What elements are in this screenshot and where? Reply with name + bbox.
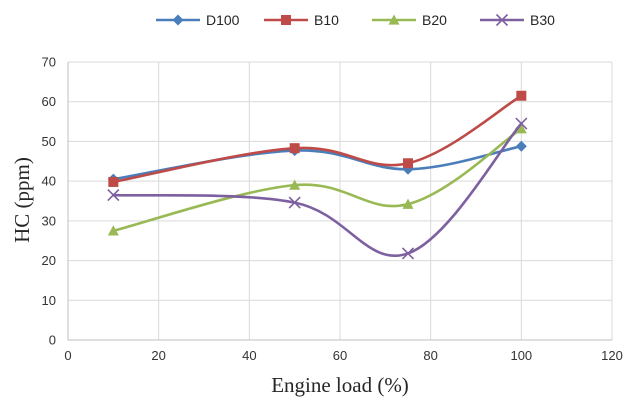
y-tick-label: 70 bbox=[42, 55, 56, 70]
x-tick-label: 60 bbox=[333, 348, 347, 363]
x-tick-label: 100 bbox=[510, 348, 532, 363]
series-line bbox=[112, 122, 523, 257]
diamond-marker bbox=[515, 140, 527, 152]
x-marker-stroke bbox=[495, 13, 509, 27]
triangle-marker bbox=[107, 225, 119, 236]
x-marker-stroke bbox=[107, 188, 120, 202]
legend-item-b30: B30 bbox=[480, 12, 555, 28]
grid bbox=[68, 61, 613, 340]
x-marker bbox=[515, 117, 528, 130]
series-line bbox=[112, 94, 523, 184]
x-axis-title: Engine load (%) bbox=[271, 373, 409, 397]
x-marker-stroke bbox=[401, 247, 415, 260]
square-marker bbox=[289, 143, 300, 154]
triangle-marker bbox=[402, 198, 414, 209]
x-marker-stroke bbox=[515, 117, 528, 130]
triangle-marker bbox=[515, 123, 527, 134]
x-marker bbox=[107, 188, 120, 202]
series-b20 bbox=[107, 123, 527, 236]
y-tick-label: 30 bbox=[42, 213, 56, 228]
square-marker bbox=[281, 15, 291, 25]
y-tick-label: 20 bbox=[42, 253, 56, 268]
series-line bbox=[112, 144, 523, 181]
y-tick-label: 60 bbox=[42, 94, 56, 109]
axes: 0 20 40 60 80 100 120 0 10 20 30 40 50 60 70 bbox=[42, 55, 623, 364]
square-marker bbox=[403, 158, 413, 169]
x-tick-label: 80 bbox=[423, 348, 437, 363]
y-tick-label: 40 bbox=[42, 174, 56, 189]
y-axis-title: HC (ppm) bbox=[10, 157, 34, 243]
x-marker-stroke bbox=[288, 196, 301, 209]
legend-item-b20: B20 bbox=[372, 12, 447, 28]
diamond-marker bbox=[172, 14, 184, 26]
x-tick-label: 0 bbox=[64, 348, 71, 363]
triangle-marker bbox=[289, 179, 301, 190]
triangle-marker bbox=[388, 14, 400, 25]
legend-label: B30 bbox=[530, 12, 555, 28]
x-marker bbox=[495, 13, 509, 27]
y-tick-label: 10 bbox=[42, 293, 56, 308]
legend-item-d100: D100 bbox=[156, 12, 240, 28]
x-marker bbox=[401, 247, 415, 260]
x-tick-label: 120 bbox=[601, 348, 623, 363]
series-d100 bbox=[107, 140, 527, 185]
series-line bbox=[112, 127, 523, 233]
x-tick-label: 20 bbox=[151, 348, 165, 363]
series-group bbox=[107, 90, 528, 260]
square-marker bbox=[108, 176, 119, 187]
legend-label: B10 bbox=[314, 12, 339, 28]
y-tick-label: 0 bbox=[49, 333, 56, 348]
legend-label: B20 bbox=[422, 12, 447, 28]
legend: D100 B10 B20 B30 bbox=[156, 12, 555, 28]
x-marker bbox=[288, 196, 301, 209]
legend-label: D100 bbox=[206, 12, 240, 28]
series-b30 bbox=[107, 117, 528, 260]
y-tick-label: 50 bbox=[42, 134, 56, 149]
series-b10 bbox=[108, 90, 527, 187]
legend-item-b10: B10 bbox=[264, 12, 339, 28]
square-marker bbox=[516, 90, 527, 101]
x-tick-label: 40 bbox=[242, 348, 256, 363]
